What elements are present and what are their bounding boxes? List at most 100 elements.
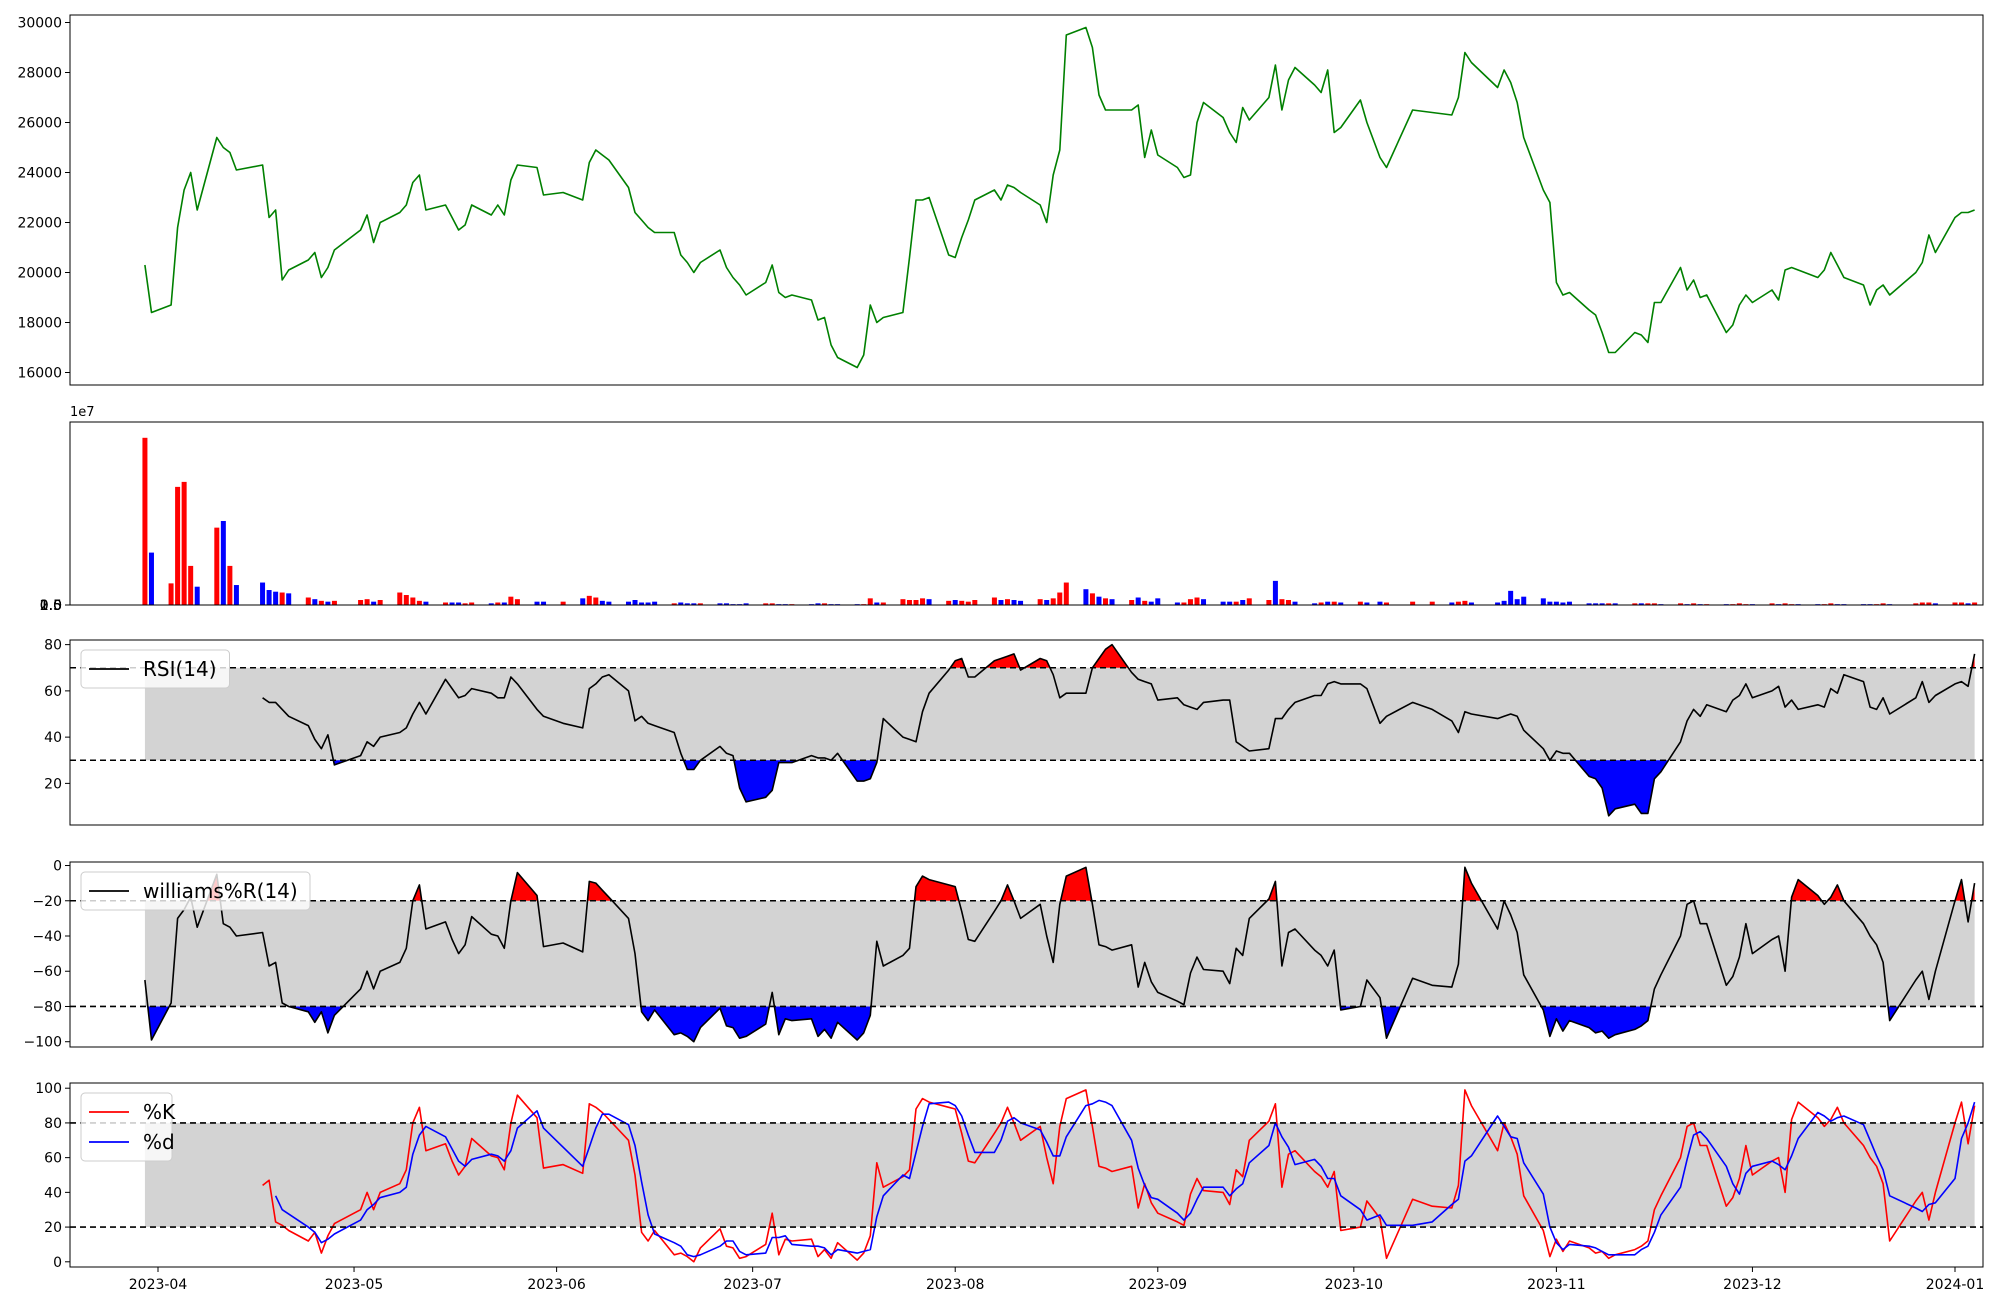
williams-r-plot-area xyxy=(144,866,1976,1043)
volume-bar xyxy=(273,591,279,605)
volume-bar xyxy=(148,552,154,605)
volume-bar xyxy=(1155,598,1161,605)
williams-r-oversold-fill xyxy=(641,1006,770,1042)
volume-bar xyxy=(541,601,547,605)
volume-bar xyxy=(1606,603,1612,605)
volume-bar xyxy=(1331,601,1337,605)
volume-bar xyxy=(443,602,449,605)
volume-bar xyxy=(965,601,971,605)
volume-bar xyxy=(1364,602,1370,605)
volume-bar xyxy=(1357,601,1363,605)
volume-bar xyxy=(1593,603,1599,605)
volume-bar xyxy=(1135,597,1141,605)
volume-bar xyxy=(1272,580,1278,605)
volume-bar xyxy=(508,596,514,605)
price-ytick-label: 24000 xyxy=(17,166,62,182)
williams-r-oversold-fill xyxy=(1381,1006,1401,1039)
rsi-band xyxy=(144,667,1975,761)
volume-bar xyxy=(1181,602,1187,605)
rsi-legend xyxy=(80,649,230,689)
volume-bar xyxy=(998,600,1004,605)
williams-r-ytick-label: 0 xyxy=(53,859,62,875)
volume-bar xyxy=(1148,601,1154,605)
volume-bar xyxy=(1103,598,1109,605)
rsi-overbought-fill xyxy=(986,653,1020,668)
volume-bar xyxy=(1462,600,1468,605)
volume-bar xyxy=(1769,603,1775,605)
price-ytick-label: 28000 xyxy=(17,66,62,82)
volume-bar xyxy=(1508,590,1514,605)
volume-ytick-label: 0.0 xyxy=(40,598,62,614)
xtick-label: 2024-01 xyxy=(1926,1277,1985,1293)
volume-bar xyxy=(1919,602,1925,605)
volume-bar xyxy=(1586,603,1592,605)
williams-r-overbought-fill xyxy=(1462,867,1482,901)
williams-r-ytick-label: −100 xyxy=(24,1035,62,1051)
xtick-label: 2023-12 xyxy=(1723,1277,1782,1293)
rsi-ytick-label: 40 xyxy=(44,730,62,746)
volume-bar xyxy=(318,600,324,605)
volume-bar xyxy=(1011,600,1017,605)
volume-bar xyxy=(1645,603,1651,605)
x-axis: 2023-04 2023-05 2023-06 2023-07 2023-08 2023-… xyxy=(129,1267,1985,1293)
volume-bar xyxy=(1109,599,1115,605)
volume-bar xyxy=(1083,589,1089,605)
volume-bar xyxy=(684,603,690,605)
volume-bar xyxy=(377,600,383,605)
volume-bar xyxy=(1965,603,1971,605)
volume-bar xyxy=(1429,601,1435,605)
volume-bar xyxy=(501,602,507,605)
volume-bar xyxy=(920,598,926,605)
rsi-overbought-fill xyxy=(1024,658,1050,668)
volume-bar xyxy=(1004,599,1010,605)
volume-bar xyxy=(1553,601,1559,605)
volume-bar xyxy=(286,593,292,605)
volume-bar xyxy=(717,603,723,605)
volume-bar xyxy=(1285,600,1291,605)
volume-bar xyxy=(632,600,638,605)
volume-bar xyxy=(1312,603,1318,605)
volume-bar xyxy=(416,600,422,605)
price-ytick-label: 22000 xyxy=(17,216,62,232)
stochastic-plot-area xyxy=(144,1089,1976,1263)
volume-bar xyxy=(1194,597,1200,605)
williams-r-overbought-fill xyxy=(1001,884,1014,901)
volume-bar xyxy=(1063,582,1069,605)
williams-r-oversold-fill xyxy=(147,1006,170,1040)
price-plot-area xyxy=(144,26,1975,369)
volume-bar xyxy=(880,602,886,605)
volume-bar xyxy=(1880,603,1886,605)
volume-bar xyxy=(410,597,416,605)
stochastic-ytick-label: 100 xyxy=(35,1081,62,1097)
williams-r-overbought-fill xyxy=(510,872,538,901)
volume-bar xyxy=(815,603,821,605)
volume-bar xyxy=(1468,602,1474,605)
volume-bar xyxy=(1495,602,1501,605)
volume-bar xyxy=(606,601,612,605)
rsi-oversold-fill xyxy=(1575,760,1669,816)
volume-bar xyxy=(1377,601,1383,605)
volume-frame xyxy=(69,421,1984,606)
volume-bar xyxy=(1410,601,1416,605)
volume-bar xyxy=(168,583,174,605)
rsi-plot-area xyxy=(144,643,1976,817)
volume-bar xyxy=(325,601,331,605)
rsi-overbought-fill xyxy=(950,658,965,668)
volume-bar xyxy=(305,597,311,605)
volume-bar xyxy=(645,602,651,605)
stochastic-legend-label: %d xyxy=(143,1130,175,1154)
rsi-panel: 20 40 60 80 RSI(14) xyxy=(44,638,1984,826)
xtick-label: 2023-10 xyxy=(1325,1277,1384,1293)
xtick-label: 2023-11 xyxy=(1527,1277,1586,1293)
volume-bar xyxy=(1240,600,1246,605)
price-line xyxy=(144,26,1975,369)
williams-r-legend xyxy=(80,871,311,911)
williams-r-overbought-fill xyxy=(914,876,959,901)
volume-bar xyxy=(1521,596,1527,605)
volume-bar xyxy=(1018,600,1024,605)
williams-r-oversold-fill xyxy=(1541,1006,1651,1039)
volume-bar xyxy=(1632,603,1638,605)
rsi-oversold-fill xyxy=(683,760,701,770)
volume-bar xyxy=(1037,599,1043,605)
